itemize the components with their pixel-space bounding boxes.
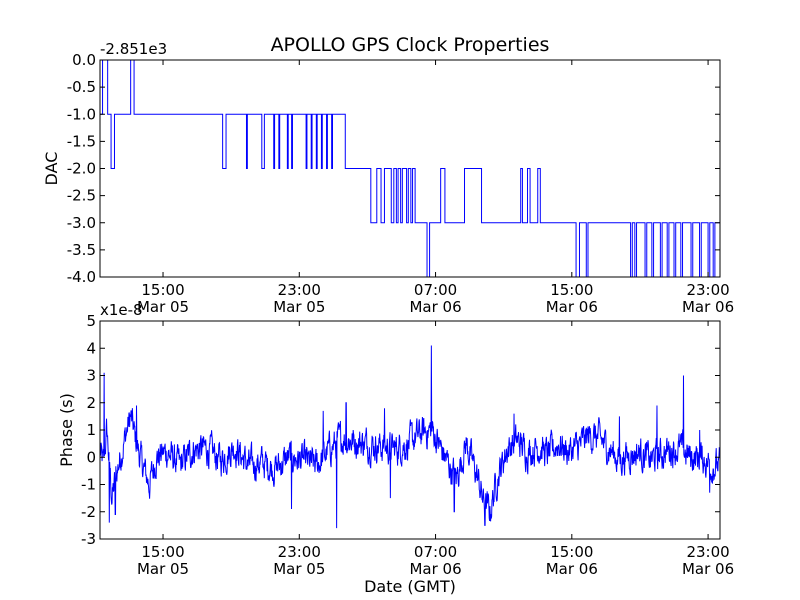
- y-tick-label: 0.0: [72, 51, 96, 69]
- y-tick-label: 2: [86, 394, 96, 412]
- x-axis-title: Date (GMT): [364, 577, 456, 596]
- y-tick-label: 3: [86, 367, 96, 385]
- y-tick-label: -1.5: [67, 132, 96, 150]
- x-tick-date-label: Mar 05: [137, 298, 189, 316]
- x-tick-time-label: 15:00: [141, 543, 184, 561]
- y-tick-label: -3: [81, 530, 96, 548]
- chart-title: APOLLO GPS Clock Properties: [271, 34, 550, 56]
- x-tick-time-label: 23:00: [686, 543, 729, 561]
- y-tick-label: -2.0: [67, 160, 96, 178]
- y-axis-title: DAC: [42, 152, 61, 186]
- y-offset-label: x1e-8: [100, 301, 143, 319]
- x-tick-date-label: Mar 06: [409, 298, 461, 316]
- x-tick-time-label: 23:00: [278, 543, 321, 561]
- y-tick-label: 1: [86, 421, 96, 439]
- dac-series-line: [100, 60, 720, 277]
- x-tick-date-label: Mar 06: [546, 298, 598, 316]
- x-tick-date-label: Mar 05: [273, 560, 325, 578]
- y-tick-label: 4: [86, 339, 96, 357]
- x-tick-date-label: Mar 05: [137, 560, 189, 578]
- x-tick-date-label: Mar 06: [409, 560, 461, 578]
- x-tick-date-label: Mar 05: [273, 298, 325, 316]
- y-tick-label: -1.0: [67, 105, 96, 123]
- x-tick-date-label: Mar 06: [682, 560, 734, 578]
- y-tick-label: -0.5: [67, 78, 96, 96]
- y-tick-label: -2.5: [67, 187, 96, 205]
- phase-series-line: [100, 345, 720, 529]
- y-tick-label: 5: [86, 312, 96, 330]
- y-tick-label: -4.0: [67, 268, 96, 286]
- y-tick-label: 0: [86, 448, 96, 466]
- x-tick-date-label: Mar 06: [682, 298, 734, 316]
- x-tick-time-label: 23:00: [686, 281, 729, 299]
- dac-axes: 0.0 -0.5 -1.0 -1.5 -2.0 -2.5 -3.0 -3.5 -4.0 15:00…: [42, 40, 734, 316]
- x-tick-date-label: Mar 06: [546, 560, 598, 578]
- x-tick-time-label: 07:00: [414, 281, 457, 299]
- x-tick-time-label: 15:00: [550, 281, 593, 299]
- y-tick-label: -3.5: [67, 241, 96, 259]
- x-tick-time-label: 07:00: [414, 543, 457, 561]
- y-offset-label: -2.851e3: [100, 40, 167, 58]
- x-tick-time-label: 15:00: [550, 543, 593, 561]
- y-tick-label: -2: [81, 503, 96, 521]
- y-tick-label: -3.0: [67, 214, 96, 232]
- y-axis-title: Phase (s): [57, 393, 76, 467]
- x-tick-time-label: 23:00: [278, 281, 321, 299]
- x-tick-time-label: 15:00: [141, 281, 184, 299]
- y-tick-label: -1: [81, 476, 96, 494]
